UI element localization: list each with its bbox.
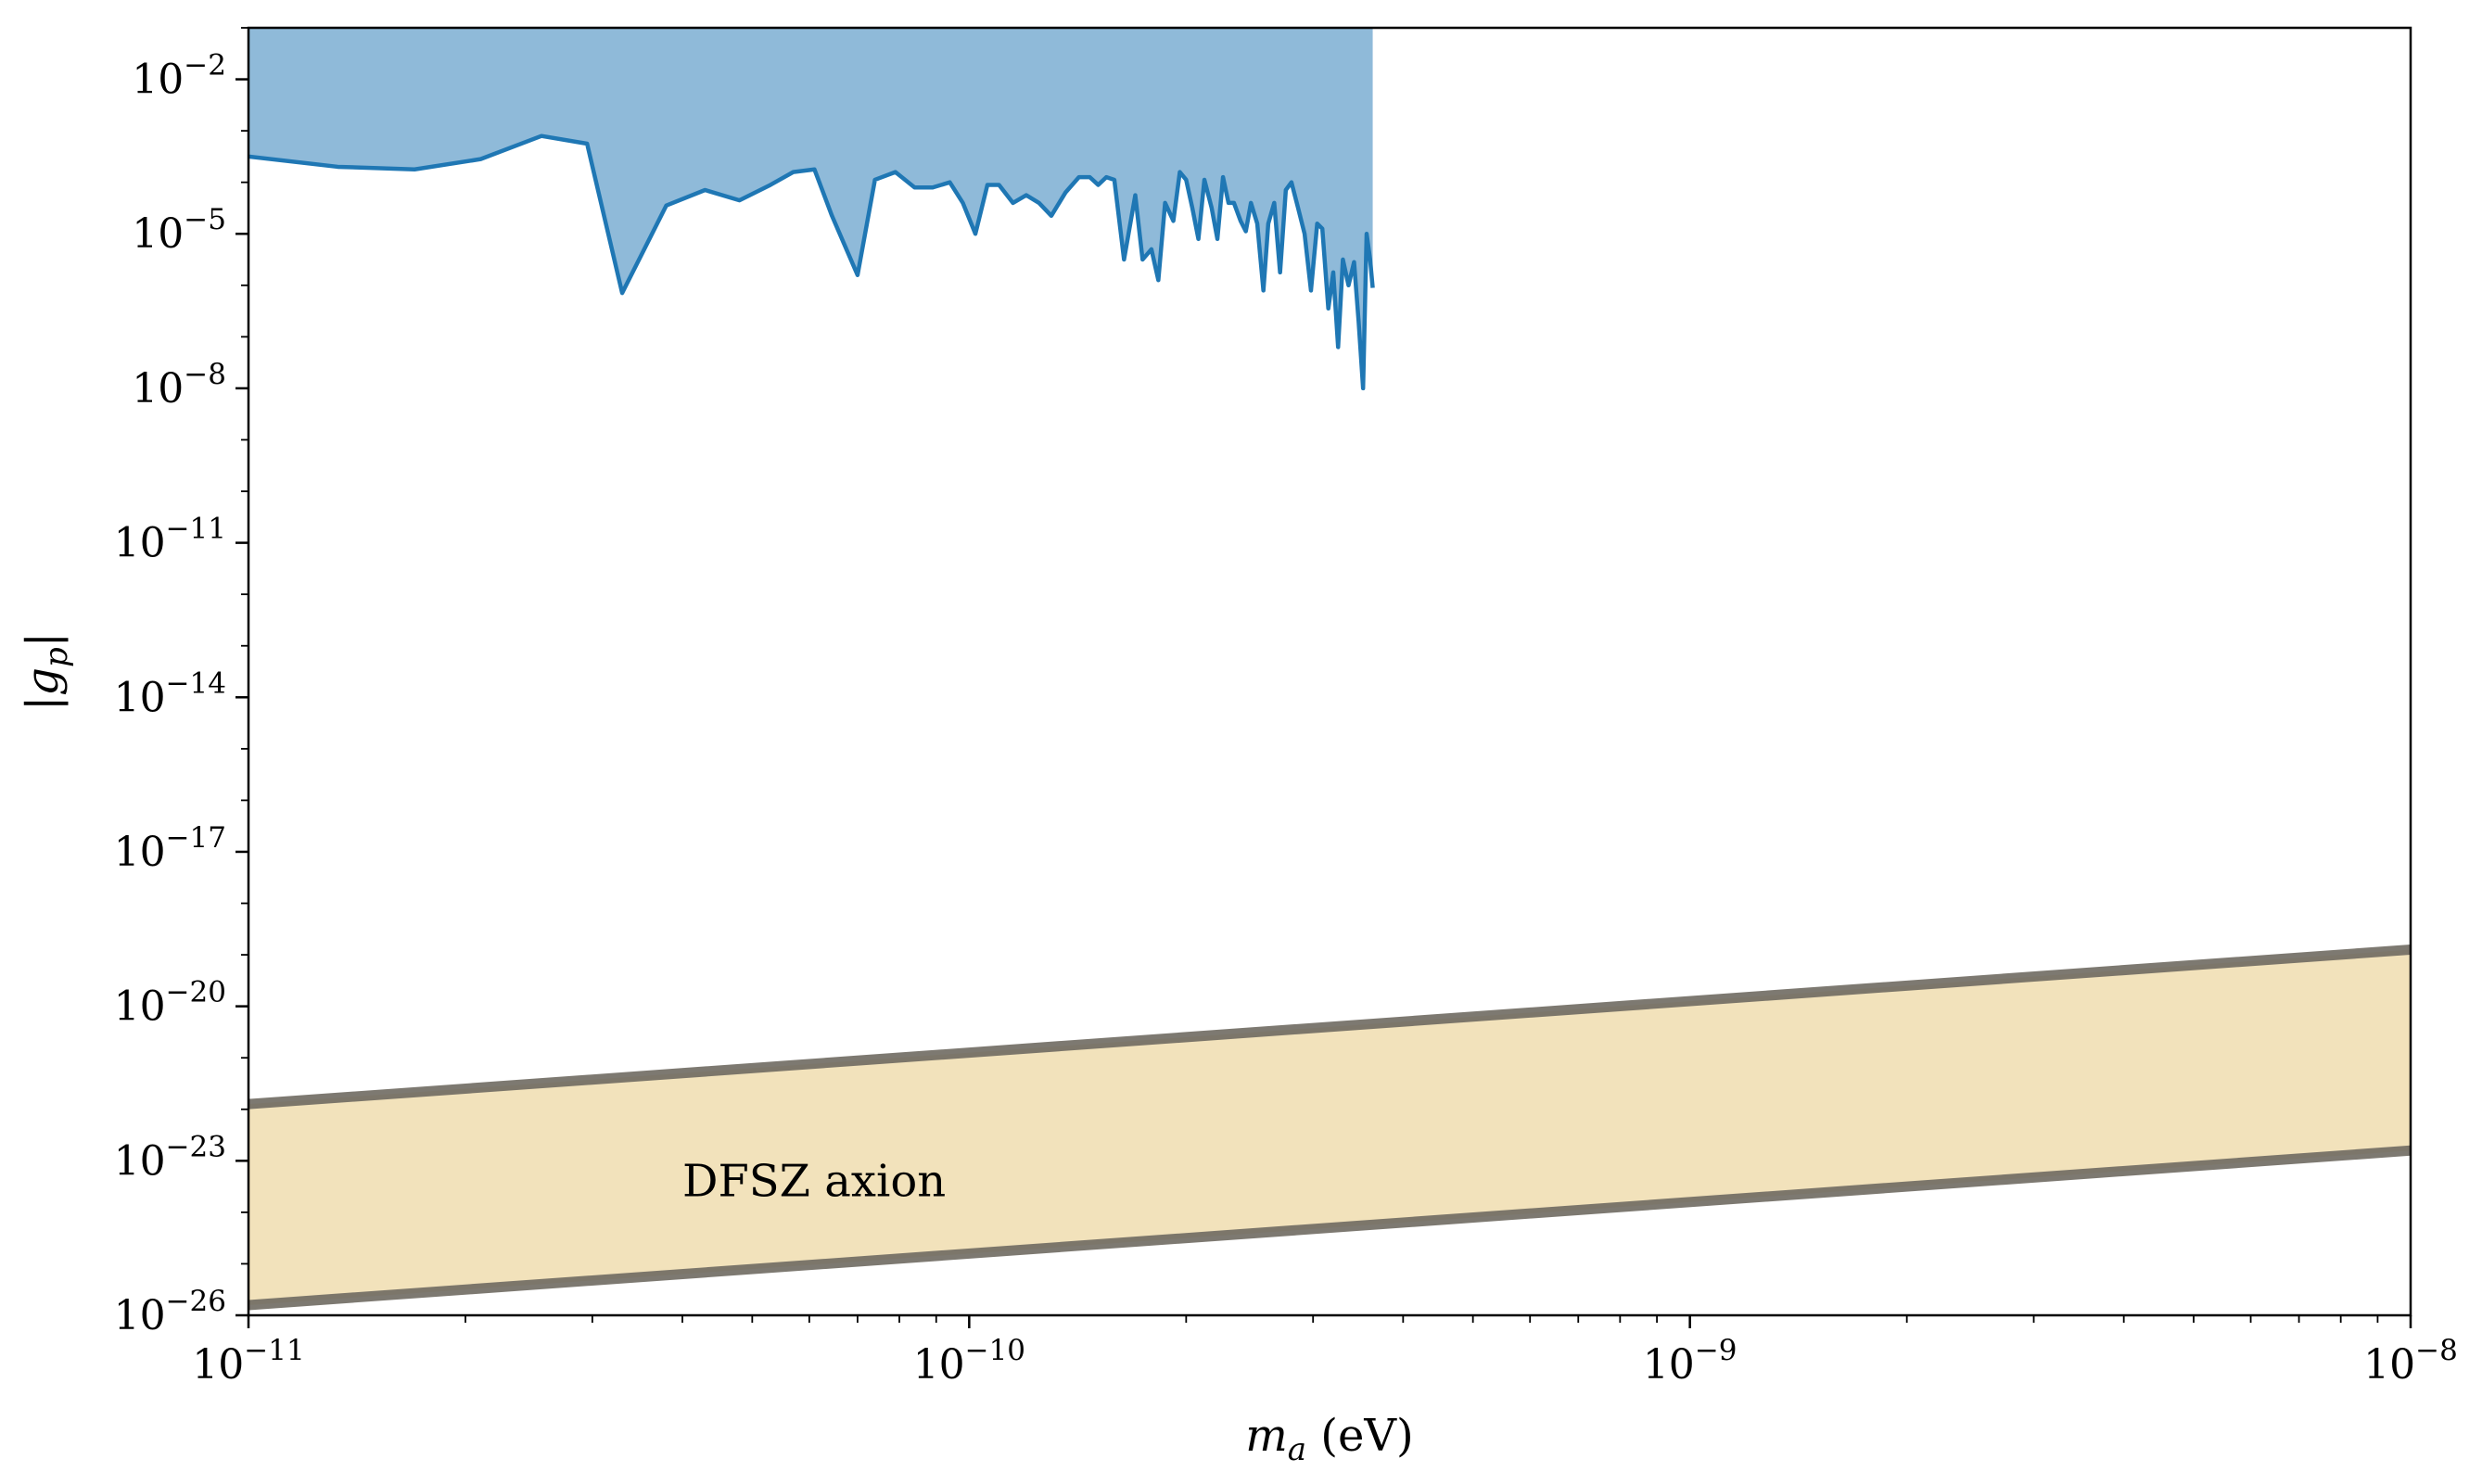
y-tick-label: 10−26 <box>114 1285 226 1339</box>
dfsz-upper-edge <box>248 945 2411 1110</box>
y-tick-label: 10−20 <box>114 976 226 1031</box>
plot-area <box>248 28 1375 391</box>
plot-frame <box>247 26 2412 1317</box>
axis-ticks <box>235 27 2412 1328</box>
x-tick-label: 10−9 <box>1643 1334 1737 1389</box>
x-tick-label: 10−11 <box>192 1334 304 1389</box>
y-tick-label: 10−23 <box>114 1130 226 1185</box>
dfsz-lower-edge <box>248 1145 2411 1311</box>
annotation-dfsz-axion: DFSZ axion <box>682 1155 946 1207</box>
x-tick-label: 10−8 <box>2363 1334 2458 1389</box>
dfsz-band-fill <box>248 949 2411 1305</box>
exclusion-limit-line <box>248 133 1375 391</box>
y-tick-label: 10−8 <box>132 358 226 412</box>
y-tick-label: 10−11 <box>114 513 226 567</box>
axis-labels: DFSZ axion 10−11 10−10 10−9 10−8 10−2 10−5 10−8… <box>17 49 2458 1468</box>
dfsz-band <box>248 945 2411 1311</box>
exclusion-region <box>248 28 1373 388</box>
y-tick-label: 10−2 <box>132 49 226 104</box>
y-axis-label: |gp| <box>17 632 75 711</box>
x-tick-label: 10−10 <box>913 1334 1025 1389</box>
y-tick-label: 10−17 <box>114 821 226 876</box>
y-tick-label: 10−14 <box>114 666 226 721</box>
x-axis-label: ma (eV) <box>1245 1410 1414 1468</box>
axes-frame <box>247 26 2412 1317</box>
y-tick-label: 10−5 <box>132 203 226 258</box>
